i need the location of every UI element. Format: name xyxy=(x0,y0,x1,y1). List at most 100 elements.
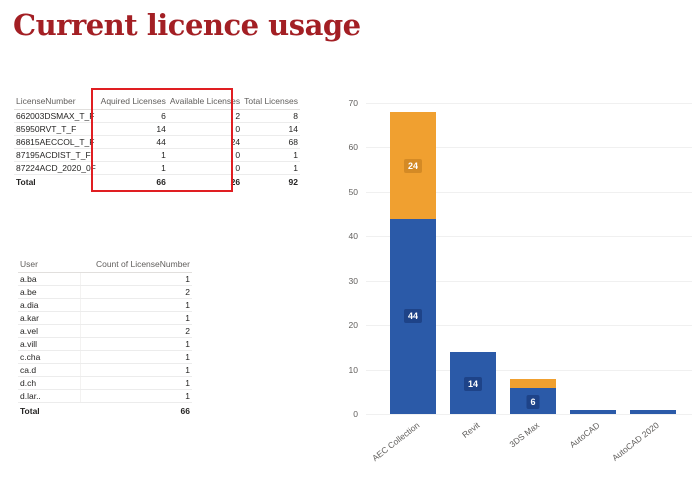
table-row[interactable]: 87195ACDIST_T_F 1 0 1 xyxy=(14,148,300,162)
gridline xyxy=(366,370,692,371)
table-row[interactable]: d.ch 1 xyxy=(18,376,192,390)
page-title: Current licence usage xyxy=(13,8,361,42)
y-tick: 50 xyxy=(348,187,358,197)
user-name: ca.d xyxy=(18,363,80,377)
table-row[interactable]: 85950RVT_T_F 14 0 14 xyxy=(14,122,300,136)
bar-segment-aquired[interactable] xyxy=(630,410,676,414)
data-label: 24 xyxy=(403,159,423,173)
column-header-user[interactable]: User xyxy=(18,256,80,273)
column-header-aquired[interactable]: Aquired Licenses xyxy=(97,93,168,110)
available-value: 24 xyxy=(167,135,243,149)
total-value: 1 xyxy=(242,161,300,175)
user-name: c.cha xyxy=(18,350,80,364)
table-row[interactable]: 86815AECCOL_T_F 44 24 68 xyxy=(14,135,300,149)
bar-autocad-2020[interactable] xyxy=(630,410,676,414)
bar-segment-aquired[interactable]: 6 xyxy=(510,388,556,414)
gridline xyxy=(366,414,692,415)
table-total-row: Total 66 26 92 xyxy=(14,174,300,188)
table-row[interactable]: a.vel 2 xyxy=(18,324,192,338)
user-name: a.kar xyxy=(18,311,80,325)
total-count: 66 xyxy=(80,402,192,417)
gridline xyxy=(366,281,692,282)
bar-3ds-max[interactable]: 6 xyxy=(510,379,556,414)
total-aquired: 66 xyxy=(97,174,168,188)
total-total: 92 xyxy=(242,174,300,188)
gridline xyxy=(366,147,692,148)
user-count: 1 xyxy=(79,350,192,364)
available-value: 0 xyxy=(167,161,243,175)
aquired-value: 6 xyxy=(97,109,168,123)
table-row[interactable]: a.vill 1 xyxy=(18,337,192,351)
user-count: 2 xyxy=(79,324,192,338)
table-total-row: Total 66 xyxy=(18,402,192,417)
column-header-count[interactable]: Count of LicenseNumber xyxy=(80,256,192,273)
aquired-value: 1 xyxy=(97,161,168,175)
available-value: 0 xyxy=(167,148,243,162)
user-name: a.be xyxy=(18,285,80,299)
data-label: 14 xyxy=(463,377,483,391)
total-available: 26 xyxy=(167,174,243,188)
y-tick: 60 xyxy=(348,142,358,152)
license-number: 87224ACD_2020_0F xyxy=(14,161,98,175)
aquired-value: 44 xyxy=(97,135,168,149)
column-header-available[interactable]: Available Licenses xyxy=(167,93,243,110)
y-tick: 70 xyxy=(348,98,358,108)
total-value: 14 xyxy=(242,122,300,136)
gridline xyxy=(366,103,692,104)
available-value: 2 xyxy=(167,109,243,123)
bar-segment-available[interactable]: 24 xyxy=(390,112,436,219)
license-number: 662003DSMAX_T_F xyxy=(14,109,98,123)
user-count: 1 xyxy=(79,389,192,403)
user-name: d.lar.. xyxy=(18,389,80,403)
user-count: 1 xyxy=(79,337,192,351)
user-count: 1 xyxy=(79,376,192,390)
license-table-header: LicenseNumber Aquired Licenses Available… xyxy=(14,93,300,110)
x-axis-label: AEC Collection xyxy=(369,420,422,464)
x-axis-label: AutoCAD 2020 xyxy=(610,420,662,463)
data-label: 6 xyxy=(526,395,540,409)
bar-segment-available[interactable] xyxy=(510,379,556,388)
license-number: 87195ACDIST_T_F xyxy=(14,148,98,162)
aquired-value: 1 xyxy=(97,148,168,162)
table-row[interactable]: ca.d 1 xyxy=(18,363,192,377)
bar-autocad[interactable] xyxy=(570,410,616,414)
user-name: a.ba xyxy=(18,272,80,286)
aquired-value: 14 xyxy=(97,122,168,136)
user-count: 1 xyxy=(79,363,192,377)
gridline xyxy=(366,325,692,326)
column-header-license-number[interactable]: LicenseNumber xyxy=(14,93,98,110)
highlight-annotation-box xyxy=(91,88,233,192)
y-tick: 20 xyxy=(348,320,358,330)
bar-aec-collection[interactable]: 24 44 xyxy=(390,112,436,414)
user-name: a.vel xyxy=(18,324,80,338)
total-value: 68 xyxy=(242,135,300,149)
bar-segment-aquired[interactable]: 44 xyxy=(390,219,436,414)
column-header-total[interactable]: Total Licenses xyxy=(242,93,300,110)
gridline xyxy=(366,192,692,193)
license-number: 85950RVT_T_F xyxy=(14,122,98,136)
table-row[interactable]: a.kar 1 xyxy=(18,311,192,325)
available-value: 0 xyxy=(167,122,243,136)
user-count: 1 xyxy=(79,311,192,325)
table-row[interactable]: 662003DSMAX_T_F 6 2 8 xyxy=(14,109,300,123)
table-row[interactable]: a.ba 1 xyxy=(18,272,192,286)
user-count: 2 xyxy=(79,285,192,299)
bar-segment-aquired[interactable]: 14 xyxy=(450,352,496,414)
user-table-header: User Count of LicenseNumber xyxy=(18,256,192,273)
table-row[interactable]: a.be 2 xyxy=(18,285,192,299)
y-tick: 0 xyxy=(353,409,358,419)
table-row[interactable]: c.cha 1 xyxy=(18,350,192,364)
bar-revit[interactable]: 14 xyxy=(450,352,496,414)
user-count: 1 xyxy=(79,272,192,286)
table-row[interactable]: a.dia 1 xyxy=(18,298,192,312)
user-name: a.vill xyxy=(18,337,80,351)
user-table: User Count of LicenseNumber a.ba 1 a.be 2 … xyxy=(18,256,192,417)
table-row[interactable]: 87224ACD_2020_0F 1 0 1 xyxy=(14,161,300,175)
bar-segment-aquired[interactable] xyxy=(570,410,616,414)
y-tick: 40 xyxy=(348,231,358,241)
user-name: d.ch xyxy=(18,376,80,390)
total-value: 8 xyxy=(242,109,300,123)
y-tick: 30 xyxy=(348,276,358,286)
table-row[interactable]: d.lar.. 1 xyxy=(18,389,192,403)
license-bar-chart: 0 10 20 30 40 50 60 70 24 44 14 6 xyxy=(330,90,700,479)
